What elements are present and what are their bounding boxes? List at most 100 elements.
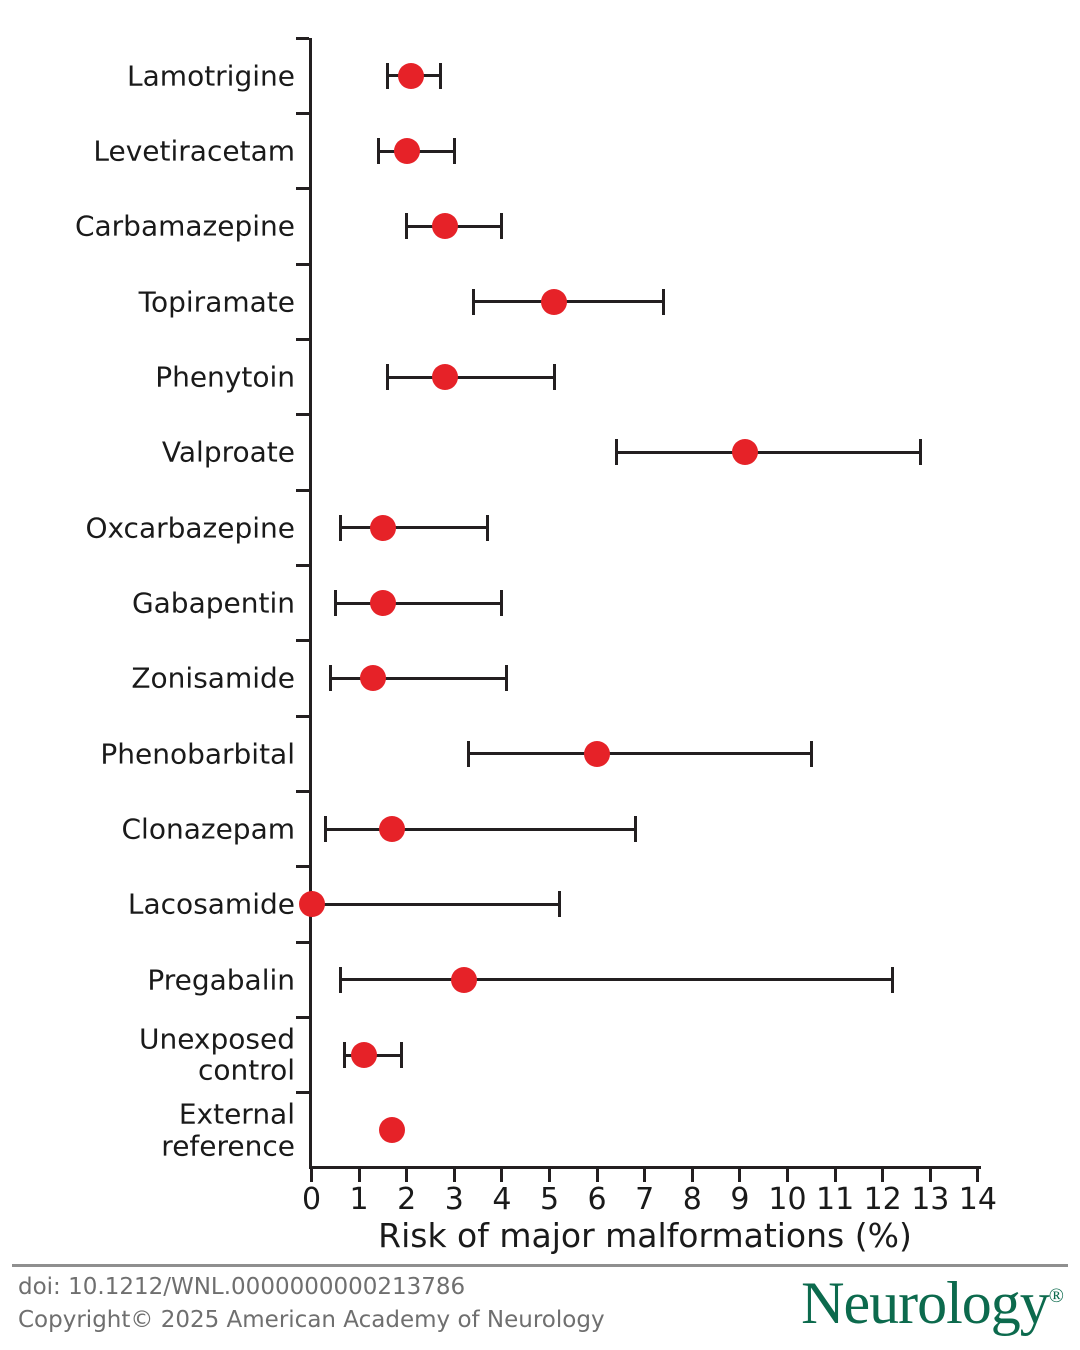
data-point	[298, 891, 325, 918]
y-axis-tick	[296, 714, 309, 718]
copyright-text: Copyright© 2025 American Academy of Neur…	[18, 1307, 605, 1333]
ci-cap-low	[343, 1042, 347, 1068]
data-point	[393, 138, 420, 164]
x-tick-label: 13	[911, 1182, 950, 1217]
category-label: Unexposed control	[138, 1022, 295, 1087]
ci-cap-low	[338, 966, 342, 993]
category-label: Pregabalin	[147, 962, 295, 996]
x-axis-tick	[452, 1169, 456, 1182]
y-axis-tick	[296, 865, 309, 869]
x-tick-label: 4	[492, 1182, 512, 1217]
y-axis-tick	[296, 36, 309, 40]
category-label: Phenobarbital	[100, 736, 295, 770]
data-point	[431, 364, 458, 390]
ci-cap-low	[467, 740, 471, 767]
data-point	[541, 288, 568, 315]
ci-cap-high	[500, 590, 504, 616]
registered-mark-icon: ®	[1048, 1285, 1064, 1307]
x-axis-tick	[500, 1169, 504, 1182]
x-axis-tick	[928, 1169, 932, 1182]
data-point	[398, 62, 425, 89]
ci-cap-high	[486, 514, 490, 541]
ci-cap-low	[333, 590, 337, 616]
ci-error-bar	[468, 752, 812, 756]
ci-cap-low	[386, 364, 390, 390]
y-axis-tick	[296, 413, 309, 417]
y-axis-tick	[296, 1015, 309, 1019]
footer-divider	[12, 1264, 1068, 1267]
ci-cap-high	[557, 891, 561, 918]
x-axis-tick	[357, 1169, 361, 1182]
ci-cap-high	[505, 665, 509, 692]
category-label: Oxcarbazepine	[85, 510, 295, 544]
ci-cap-low	[614, 439, 618, 466]
ci-error-bar	[311, 902, 560, 906]
y-axis-tick	[296, 1091, 309, 1095]
data-point	[731, 439, 758, 466]
data-point	[379, 816, 406, 842]
x-tick-label: 9	[730, 1182, 750, 1217]
x-axis-title: Risk of major malformations (%)	[378, 1216, 912, 1255]
x-tick-label: 1	[349, 1182, 369, 1217]
x-axis-line	[309, 1166, 981, 1169]
category-label: Phenytoin	[155, 360, 295, 394]
category-label: Carbamazepine	[74, 209, 295, 243]
ci-cap-low	[376, 138, 380, 164]
category-label: Clonazepam	[121, 812, 296, 846]
ci-cap-high	[809, 740, 813, 767]
x-tick-label: 5	[539, 1182, 560, 1217]
category-label: Lacosamide	[127, 887, 295, 921]
ci-cap-high	[438, 62, 442, 89]
x-tick-label: 6	[587, 1182, 607, 1217]
ci-cap-low	[329, 665, 333, 692]
y-axis-tick	[296, 563, 309, 567]
ci-cap-high	[890, 966, 894, 993]
data-point	[369, 590, 396, 616]
x-axis-tick	[643, 1169, 647, 1182]
ci-cap-low	[471, 288, 475, 315]
x-tick-label: 0	[301, 1182, 322, 1217]
ci-error-bar	[387, 375, 555, 379]
ci-cap-low	[324, 816, 328, 842]
category-label: Levetiracetam	[93, 134, 295, 168]
y-axis-tick	[296, 111, 309, 115]
ci-error-bar	[340, 978, 893, 982]
category-label: Gabapentin	[131, 586, 295, 620]
y-axis-tick	[296, 187, 309, 191]
x-axis-tick	[310, 1169, 313, 1182]
category-label: Zonisamide	[131, 661, 295, 695]
ci-error-bar	[330, 676, 507, 680]
x-axis-tick	[738, 1169, 742, 1182]
ci-error-bar	[473, 300, 664, 304]
category-label: External reference	[161, 1097, 295, 1163]
x-tick-label: 7	[635, 1182, 655, 1217]
journal-name: Neurology	[801, 1270, 1050, 1336]
data-point	[450, 966, 477, 993]
x-axis-tick	[786, 1169, 789, 1182]
x-axis-tick	[548, 1169, 551, 1182]
y-axis-tick	[296, 262, 309, 266]
ci-error-bar	[325, 827, 636, 831]
y-axis-tick	[296, 488, 309, 492]
x-tick-label: 12	[863, 1182, 902, 1217]
doi-text: doi: 10.1212/WNL.0000000000213786	[18, 1274, 466, 1300]
x-tick-label: 11	[816, 1182, 855, 1217]
ci-cap-low	[386, 62, 390, 89]
data-point	[360, 665, 387, 692]
y-axis-tick	[296, 789, 309, 793]
x-axis-tick	[405, 1169, 409, 1182]
ci-cap-low	[338, 514, 342, 541]
ci-cap-high	[400, 1042, 404, 1068]
ci-error-bar	[616, 450, 921, 454]
ci-cap-high	[662, 288, 666, 315]
y-axis-line	[309, 38, 312, 1169]
forest-plot: 0 1 2 3 4 5 6 7 8 9 10 11 12 13 14 Lamotrigine Levetirac…	[74, 36, 997, 1255]
x-axis-tick	[595, 1169, 599, 1182]
ci-error-bar	[340, 526, 488, 530]
data-point	[584, 740, 611, 767]
category-label: Valproate	[161, 435, 295, 469]
x-tick-label: 10	[768, 1182, 807, 1217]
data-point	[369, 514, 396, 541]
neurology-logo: Neurology®	[801, 1270, 1064, 1336]
x-tick-label: 8	[682, 1182, 702, 1217]
